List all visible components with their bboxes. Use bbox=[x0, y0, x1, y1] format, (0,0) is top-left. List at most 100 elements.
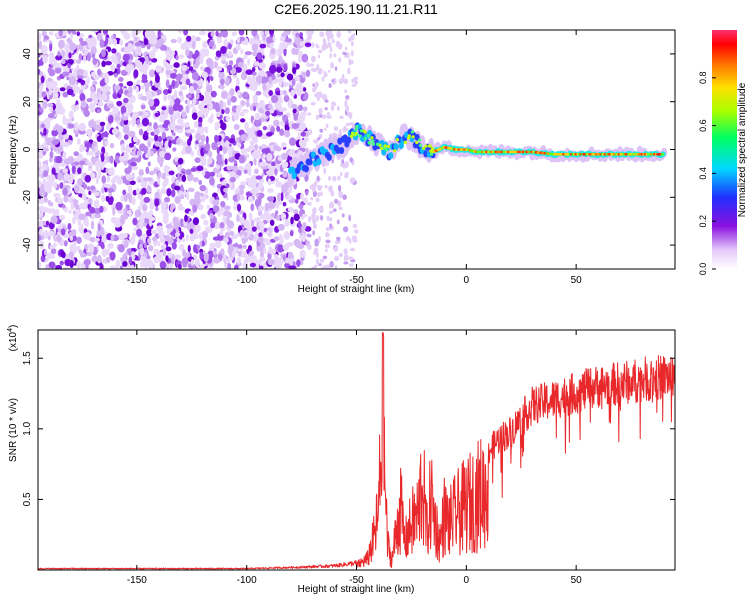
noise-speckle-sparse bbox=[306, 233, 312, 238]
noise-speckle bbox=[292, 261, 296, 267]
noise-speckle bbox=[46, 102, 54, 107]
noise-speckle bbox=[191, 40, 196, 50]
noise-speckle bbox=[181, 174, 187, 183]
noise-speckle bbox=[270, 212, 276, 217]
noise-speckle bbox=[212, 205, 220, 213]
noise-speckle-sparse bbox=[325, 226, 330, 232]
noise-speckle bbox=[223, 187, 228, 193]
noise-speckle bbox=[221, 56, 227, 61]
noise-speckle-sparse bbox=[319, 31, 325, 37]
noise-speckle-sparse bbox=[307, 129, 313, 135]
noise-speckle-sparse bbox=[351, 78, 355, 84]
noise-speckle-sparse bbox=[319, 258, 325, 263]
noise-speckle bbox=[284, 258, 291, 264]
noise-speckle bbox=[166, 136, 173, 141]
noise-speckle bbox=[67, 178, 73, 185]
noise-speckle bbox=[168, 106, 175, 115]
noise-speckle bbox=[191, 53, 198, 60]
noise-speckle bbox=[219, 230, 224, 236]
noise-speckle bbox=[129, 151, 136, 156]
noise-speckle bbox=[188, 66, 194, 72]
noise-speckle bbox=[276, 111, 284, 116]
noise-speckle bbox=[73, 86, 81, 93]
noise-speckle bbox=[138, 195, 144, 201]
noise-speckle bbox=[235, 66, 242, 73]
noise-speckle bbox=[83, 54, 87, 63]
noise-speckle bbox=[294, 75, 301, 82]
tone-blob bbox=[429, 150, 433, 154]
noise-speckle bbox=[244, 121, 249, 131]
noise-speckle bbox=[174, 232, 181, 237]
noise-speckle bbox=[134, 41, 142, 47]
noise-speckle bbox=[127, 174, 135, 179]
noise-speckle bbox=[210, 31, 215, 38]
noise-speckle bbox=[125, 103, 133, 110]
noise-speckle bbox=[157, 177, 161, 186]
noise-speckle bbox=[43, 196, 48, 203]
snr-series-line bbox=[38, 332, 675, 570]
noise-speckle bbox=[301, 71, 307, 79]
noise-speckle bbox=[268, 89, 273, 97]
noise-speckle-sparse bbox=[317, 136, 320, 141]
noise-speckle bbox=[199, 184, 207, 192]
noise-speckle bbox=[42, 207, 49, 213]
noise-speckle bbox=[58, 39, 65, 49]
noise-speckle bbox=[278, 233, 283, 242]
noise-speckle bbox=[116, 178, 124, 185]
noise-speckle bbox=[148, 69, 156, 78]
noise-speckle bbox=[89, 236, 96, 243]
snr-scale-close: ) bbox=[8, 325, 19, 328]
noise-speckle bbox=[290, 89, 296, 97]
noise-speckle bbox=[49, 105, 54, 113]
noise-speckle bbox=[215, 50, 222, 58]
noise-speckle bbox=[177, 172, 181, 181]
noise-speckle-sparse bbox=[342, 127, 347, 133]
noise-speckle-sparse bbox=[314, 180, 318, 187]
noise-speckle bbox=[59, 102, 63, 111]
tone-blob bbox=[371, 139, 375, 143]
noise-speckle-sparse bbox=[338, 78, 344, 84]
noise-speckle bbox=[39, 71, 43, 76]
noise-speckle bbox=[268, 169, 274, 178]
noise-speckle bbox=[185, 35, 192, 42]
noise-speckle bbox=[187, 187, 195, 193]
noise-speckle bbox=[109, 251, 116, 261]
noise-speckle bbox=[203, 171, 211, 179]
tone-blob bbox=[385, 148, 389, 152]
noise-speckle bbox=[123, 32, 131, 40]
noise-speckle bbox=[249, 104, 254, 111]
noise-speckle bbox=[286, 73, 294, 81]
noise-speckle bbox=[38, 180, 42, 188]
noise-speckle-sparse bbox=[344, 89, 348, 94]
noise-speckle bbox=[289, 78, 293, 86]
noise-speckle-sparse bbox=[329, 223, 333, 229]
noise-speckle bbox=[161, 208, 169, 215]
noise-speckle bbox=[282, 90, 287, 95]
noise-speckle bbox=[93, 213, 102, 219]
noise-speckle bbox=[194, 224, 201, 233]
noise-speckle bbox=[201, 240, 205, 247]
noise-speckle bbox=[276, 73, 281, 78]
noise-speckle bbox=[195, 89, 201, 94]
noise-speckle bbox=[118, 155, 127, 162]
noise-speckle bbox=[226, 64, 233, 71]
noise-speckle bbox=[193, 196, 202, 205]
noise-speckle bbox=[212, 236, 220, 241]
noise-speckle bbox=[91, 211, 96, 220]
noise-speckle-sparse bbox=[318, 263, 322, 267]
noise-speckle bbox=[272, 35, 276, 43]
noise-speckle bbox=[233, 123, 240, 131]
snr-x-axis-label: Height of straight line (km) bbox=[298, 584, 415, 595]
noise-speckle-sparse bbox=[344, 174, 349, 179]
noise-speckle-sparse bbox=[348, 59, 354, 65]
tone-blob bbox=[363, 136, 367, 141]
noise-speckle bbox=[232, 74, 238, 79]
noise-speckle bbox=[283, 47, 287, 57]
noise-speckle bbox=[101, 131, 109, 137]
noise-speckle bbox=[120, 143, 126, 153]
noise-speckle bbox=[203, 252, 209, 262]
noise-speckle bbox=[147, 184, 152, 194]
noise-speckle bbox=[76, 138, 81, 145]
noise-speckle bbox=[183, 30, 189, 36]
snr-y-axis-label: SNR (10 * v/v) bbox=[8, 398, 19, 462]
